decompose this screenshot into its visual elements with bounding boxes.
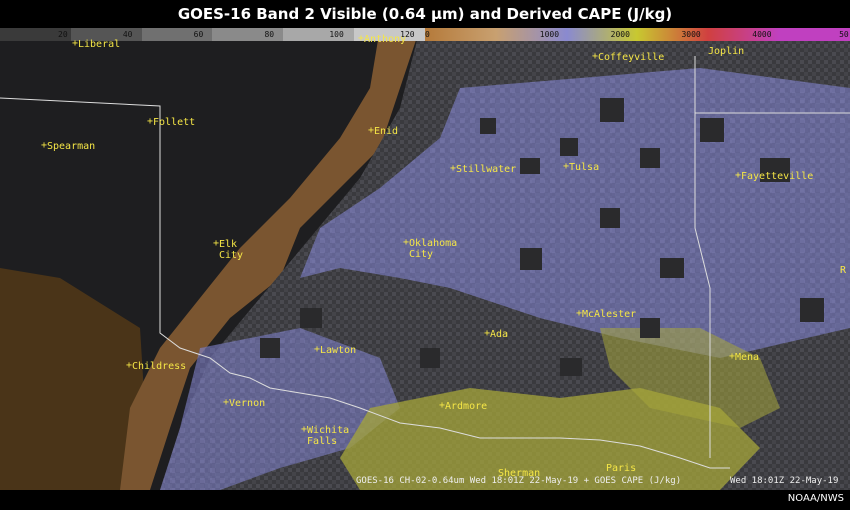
colorbar-segment: 60 — [141, 28, 213, 41]
city-follett: + Follett — [147, 116, 196, 128]
city-fayetteville: + Fayetteville — [735, 170, 814, 182]
status-line: GOES-16 CH-02-0.64um Wed 18:01Z 22-May-1… — [0, 474, 850, 488]
colorbar-segment: 80 — [212, 28, 284, 41]
city-ardmore: + Ardmore — [439, 400, 488, 412]
city-liberal: + Liberal — [72, 38, 121, 50]
low-cape-band — [120, 28, 420, 490]
high-cape-south — [340, 388, 760, 490]
low-cape-southwest — [0, 268, 150, 490]
colorbar-segment: 2000 — [566, 28, 638, 41]
colorbar-segment: 0 — [424, 28, 496, 41]
city-ada: + Ada — [484, 328, 509, 340]
footer: NOAA/NWS — [0, 490, 850, 510]
city-anthony: + Anthony — [358, 33, 407, 45]
city-tulsa: + Tulsa — [563, 161, 600, 173]
status-left: GOES-16 CH-02-0.64um Wed 18:01Z 22-May-1… — [356, 476, 682, 486]
city-mcalester: + McAlester — [576, 308, 637, 320]
city-paris: Paris — [606, 463, 637, 474]
city-mena: + Mena — [729, 351, 760, 363]
city-joplin: Joplin — [708, 46, 745, 57]
map-imagery — [0, 28, 850, 490]
colorbar-segment: 50 — [779, 28, 850, 41]
colorbar-segment: 20 — [0, 28, 71, 41]
colorbar-segment: 120 — [354, 28, 425, 41]
city-lawton: + Lawton — [314, 344, 357, 356]
city-oklahoma-city: + Oklahoma City — [403, 237, 458, 260]
city-wichita-falls: + Wichita Falls — [301, 424, 350, 447]
image-title: GOES-16 Band 2 Visible (0.64 µm) and Der… — [0, 0, 850, 28]
colorbar-segment: 40 — [70, 28, 142, 41]
colorbar: 20 40 60 80 100 120 0 1000 2000 3000 400… — [0, 28, 850, 41]
satellite-map: 20 40 60 80 100 120 0 1000 2000 3000 400… — [0, 28, 850, 490]
oklahoma-border — [0, 97, 730, 469]
high-cape-east — [600, 328, 780, 428]
city-childress: + Childress — [126, 360, 187, 372]
city-r: R — [840, 265, 847, 276]
credit-label: NOAA/NWS — [787, 493, 844, 504]
arkansas-border — [694, 56, 711, 458]
colorbar-segment: 4000 — [708, 28, 780, 41]
city-vernon: + Vernon — [223, 397, 266, 409]
city-spearman: + Spearman — [41, 140, 96, 152]
city-coffeyville: + Coffeyville — [592, 51, 665, 63]
colorbar-segment: 1000 — [495, 28, 567, 41]
status-right: Wed 18:01Z 22-May-19 — [730, 476, 839, 486]
city-elk-city: + Elk City — [213, 238, 244, 261]
mid-cape-southwest — [160, 328, 400, 490]
colorbar-segment: 100 — [283, 28, 355, 41]
city-stillwater: + Stillwater — [450, 163, 517, 175]
city-enid: + Enid — [368, 125, 399, 137]
city-sherman: Sherman — [498, 468, 541, 479]
colorbar-segment: 3000 — [637, 28, 709, 41]
